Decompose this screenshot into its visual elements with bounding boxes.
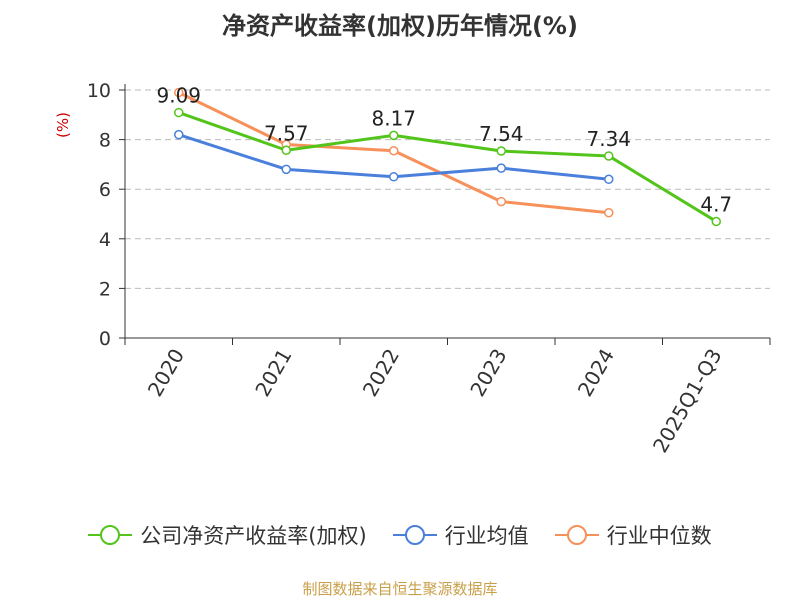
y-tick-label: 6 bbox=[99, 179, 111, 201]
industry_median-point bbox=[604, 208, 614, 218]
company-point bbox=[281, 145, 291, 156]
legend-industry-median-marker-icon bbox=[554, 524, 599, 546]
source-note: 制图数据来自恒生聚源数据库 bbox=[302, 580, 498, 598]
legend-industry-avg-marker-icon bbox=[392, 524, 437, 546]
company-point bbox=[174, 107, 184, 118]
company-data-label: 7.54 bbox=[479, 122, 524, 146]
y-tick-label: 10 bbox=[87, 80, 111, 102]
company-data-label: 7.57 bbox=[264, 121, 309, 145]
y-tick-label: 0 bbox=[99, 328, 111, 350]
x-tick-label: 2023 bbox=[465, 345, 511, 401]
company-data-label: 4.7 bbox=[700, 192, 732, 216]
company-data-label: 8.17 bbox=[371, 106, 416, 130]
industry_median-point bbox=[389, 146, 399, 156]
company-data-label: 7.34 bbox=[586, 127, 631, 151]
x-tick-label: 2020 bbox=[143, 345, 189, 401]
y-tick-label: 4 bbox=[99, 229, 111, 251]
industry_median-point bbox=[174, 87, 184, 98]
legend-item-industry-avg[interactable]: 行业均值 bbox=[392, 520, 529, 550]
legend: 公司净资产收益率(加权) 行业均值 行业中位数 bbox=[0, 520, 800, 550]
industry_median-point bbox=[496, 196, 506, 207]
y-axis-label: (%) bbox=[54, 112, 72, 138]
chart-title: 净资产收益率(加权)历年情况(%) bbox=[222, 12, 578, 40]
legend-industry-median-label: 行业中位数 bbox=[606, 524, 712, 548]
company-point bbox=[711, 216, 721, 227]
company-data-label: 9.09 bbox=[156, 84, 201, 108]
industry_avg-point bbox=[281, 164, 291, 175]
company-point bbox=[389, 130, 399, 141]
x-tick-label: 2021 bbox=[250, 345, 296, 401]
industry_avg-point bbox=[496, 163, 506, 173]
legend-item-industry-median[interactable]: 行业中位数 bbox=[554, 520, 712, 550]
x-tick-label: 2022 bbox=[358, 345, 404, 401]
company-point bbox=[496, 146, 506, 156]
company-series-line bbox=[178, 111, 718, 223]
legend-company-marker-icon bbox=[88, 524, 133, 546]
legend-item-company[interactable]: 公司净资产收益率(加权) bbox=[88, 520, 367, 550]
legend-company-label: 公司净资产收益率(加权) bbox=[140, 524, 367, 548]
legend-industry-avg-label: 行业均值 bbox=[444, 524, 529, 548]
industry_avg-point bbox=[389, 172, 399, 182]
company-point bbox=[604, 151, 614, 161]
x-tick-label: 2025Q1-Q3 bbox=[648, 345, 727, 457]
industry_avg-point bbox=[174, 129, 184, 140]
industry_avg-point bbox=[604, 174, 614, 185]
y-tick-label: 2 bbox=[99, 278, 111, 300]
y-tick-label: 8 bbox=[99, 130, 111, 152]
x-tick-label: 2024 bbox=[573, 345, 619, 401]
